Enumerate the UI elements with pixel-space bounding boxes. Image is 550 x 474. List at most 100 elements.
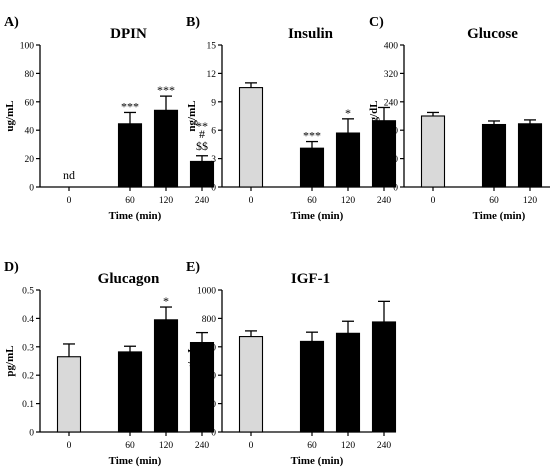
x-tick-label: 240: [377, 196, 392, 206]
panel-label: B): [186, 15, 200, 30]
bar: [335, 132, 361, 188]
panel-label: C): [369, 15, 384, 30]
bar: [299, 340, 325, 433]
y-tick-label: 400: [384, 42, 399, 52]
x-tick-label: 120: [159, 196, 174, 206]
x-tick-label: 120: [341, 196, 356, 206]
annotation: $$: [196, 139, 208, 153]
chart-title: Insulin: [288, 26, 334, 42]
annotation: ***: [303, 129, 321, 143]
x-tick-label: 0: [67, 441, 72, 451]
y-tick-label: 0.2: [22, 372, 34, 382]
y-tick-label: 0: [211, 429, 216, 439]
y-tick-label: 0.4: [22, 315, 34, 325]
y-tick-label: 0: [29, 184, 34, 194]
x-tick-label: 120: [523, 196, 538, 206]
y-tick-label: 15: [207, 42, 217, 52]
x-tick-label: 240: [195, 196, 210, 206]
bar: [117, 351, 143, 433]
x-axis-label: Time (min): [291, 455, 344, 467]
x-axis-label: Time (min): [109, 455, 162, 467]
annotation: **: [196, 119, 208, 133]
y-axis-label: mg/dL: [368, 100, 380, 131]
y-tick-label: 160: [384, 127, 399, 137]
bar: [299, 147, 325, 188]
y-tick-label: 6: [211, 127, 216, 137]
bar: [371, 321, 397, 433]
x-tick-label: 120: [159, 441, 174, 451]
annotation: *: [345, 106, 351, 120]
bar: [420, 115, 446, 188]
x-tick-label: 0: [431, 196, 436, 206]
panel-label: D): [4, 260, 19, 275]
y-tick-label: 0: [29, 429, 34, 439]
x-tick-label: 60: [125, 196, 135, 206]
bar: [238, 336, 264, 433]
chart-panel-c: C) Glucose 0 80 160 240 320 400 mg/dL 0 60 120 240 Ti…: [368, 15, 550, 222]
chart-panel-e: E) IGF-1 0 200 400 600 800 1000 pg/mL 0 60 120 240 Ti…: [186, 260, 397, 467]
y-axis-label: pg/mL: [186, 345, 198, 376]
y-tick-label: 40: [25, 127, 35, 137]
x-axis-label: Time (min): [291, 210, 344, 222]
x-axis-label: Time (min): [109, 210, 162, 222]
bar: [153, 109, 179, 188]
y-tick-label: 240: [384, 98, 399, 108]
x-tick-label: 60: [125, 441, 135, 451]
y-tick-label: 100: [20, 42, 35, 52]
chart-title: IGF-1: [291, 271, 330, 287]
chart-panel-d: D) Glucagon 0 0.1 0.2 0.3 0.4 0.5 pg/mL 0 60 120 * 24…: [4, 260, 215, 467]
x-tick-label: 120: [341, 441, 356, 451]
y-tick-label: 80: [25, 70, 35, 80]
annotation: ***: [157, 83, 175, 97]
annotation: #: [199, 127, 205, 141]
annotation: ***: [121, 99, 139, 113]
chart-panel-a: A)DPIN020406080100ug/mL0nd60***120***240…: [4, 15, 215, 222]
y-axis-label: pg/mL: [4, 345, 16, 376]
x-tick-label: 60: [307, 441, 317, 451]
annotation: *: [163, 294, 169, 308]
chart-title: Glucagon: [98, 271, 160, 287]
x-tick-label: 0: [249, 196, 254, 206]
y-tick-label: 9: [211, 98, 216, 108]
x-tick-label: 240: [195, 441, 210, 451]
bar: [189, 160, 215, 188]
bar: [153, 319, 179, 433]
bar: [481, 123, 507, 188]
x-tick-label: 240: [377, 441, 392, 451]
x-axis-label: Time (min): [473, 210, 526, 222]
bar: [238, 87, 264, 188]
y-tick-label: 0.3: [22, 343, 34, 353]
bar: [517, 123, 543, 188]
y-tick-label: 1000: [197, 287, 216, 297]
y-tick-label: 200: [202, 400, 217, 410]
y-tick-label: 800: [202, 315, 217, 325]
chart-title: DPIN: [110, 26, 147, 42]
bar: [117, 123, 143, 188]
y-tick-label: 3: [211, 155, 216, 165]
x-tick-label: 60: [307, 196, 317, 206]
bar: [56, 356, 82, 433]
y-tick-label: 400: [202, 372, 217, 382]
x-tick-label: 60: [489, 196, 499, 206]
y-tick-label: 0: [211, 184, 216, 194]
y-tick-label: 600: [202, 343, 217, 353]
y-tick-label: 0: [393, 184, 398, 194]
y-tick-label: 0.1: [22, 400, 34, 410]
y-tick-label: 60: [25, 98, 35, 108]
bar: [335, 332, 361, 433]
chart-title: Glucose: [467, 26, 518, 42]
y-tick-label: 80: [389, 155, 399, 165]
y-tick-label: 20: [25, 155, 35, 165]
y-axis-label: ug/mL: [4, 100, 16, 131]
y-tick-label: 12: [207, 70, 217, 80]
chart-panel-b: B) Insulin 0 3 6 9 12 15 ng/mL 0 60 *** 120 * 240 Time …: [186, 15, 397, 222]
panel-label: A): [4, 15, 19, 30]
y-axis-label: ng/mL: [186, 100, 198, 131]
x-tick-label: 0: [249, 441, 254, 451]
y-tick-label: 320: [384, 70, 399, 80]
panel-label: E): [186, 260, 200, 275]
annotation: nd: [63, 168, 75, 182]
x-tick-label: 0: [67, 196, 72, 206]
y-tick-label: 0.5: [22, 287, 34, 297]
